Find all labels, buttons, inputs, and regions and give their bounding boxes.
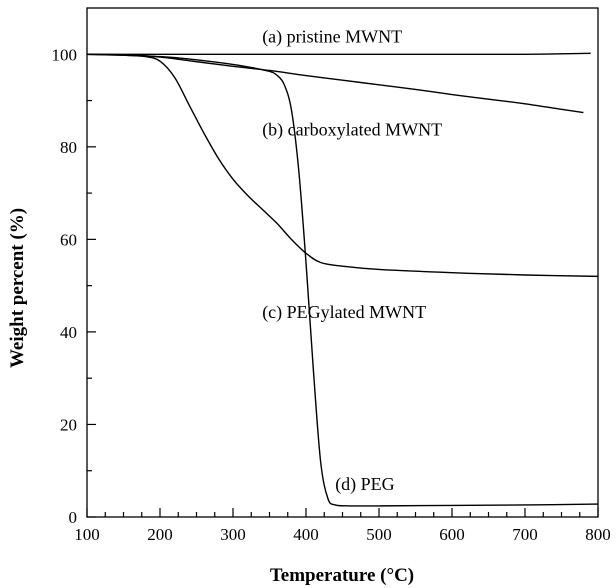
y-tick-label: 60 bbox=[60, 230, 77, 249]
x-tick-label: 100 bbox=[74, 525, 100, 544]
y-tick-label: 0 bbox=[69, 508, 78, 527]
x-tick-label: 600 bbox=[439, 525, 465, 544]
x-tick-label: 300 bbox=[220, 525, 246, 544]
x-tick-label: 500 bbox=[366, 525, 392, 544]
x-tick-label: 700 bbox=[512, 525, 538, 544]
y-axis-title: Weight percent (%) bbox=[7, 208, 28, 368]
series-annotation: (a) pristine MWNT bbox=[262, 27, 402, 48]
x-axis-title: Temperature (°C) bbox=[270, 565, 414, 586]
plot-frame bbox=[87, 8, 598, 517]
y-tick-label: 80 bbox=[60, 138, 77, 157]
plot-border bbox=[87, 8, 598, 517]
y-tick-label: 40 bbox=[60, 323, 77, 342]
series-annotation: (c) PEGylated MWNT bbox=[262, 302, 426, 323]
series-line-3 bbox=[87, 54, 598, 276]
series-annotation: (b) carboxylated MWNT bbox=[262, 119, 442, 140]
series-line-1 bbox=[87, 53, 591, 54]
x-tick-label: 200 bbox=[147, 525, 173, 544]
x-tick-label: 400 bbox=[293, 525, 319, 544]
series-annotation: (d) PEG bbox=[335, 474, 395, 495]
y-tick-label: 20 bbox=[60, 415, 77, 434]
y-tick-label: 100 bbox=[52, 45, 78, 64]
x-tick-label: 800 bbox=[585, 525, 611, 544]
